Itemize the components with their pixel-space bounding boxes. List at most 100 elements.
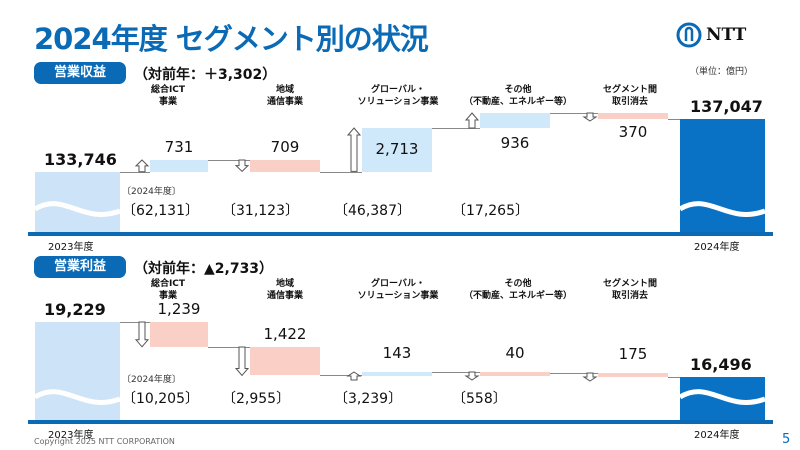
segment-name-line1: その他	[504, 279, 532, 289]
axis-break-wave	[33, 389, 121, 405]
segment-header: 地域 通信事業	[220, 84, 350, 108]
connector-line	[668, 119, 680, 121]
change-value-label: 936	[500, 134, 530, 153]
segment-note: 〔2024年度〕	[122, 187, 181, 197]
segment-header: セグメント間 取引消去	[565, 278, 695, 302]
section-title-pill: 営業収益	[34, 62, 126, 84]
arrow-down-icon	[464, 371, 480, 381]
decrease-bar	[598, 113, 668, 120]
segment-name-line1: 地域	[275, 279, 294, 289]
change-value-label: 370	[618, 123, 648, 142]
connector-line	[120, 172, 150, 173]
segment-name-line1: セグメント間	[602, 85, 657, 95]
segment-name-line1: 総合ICT	[150, 85, 186, 95]
increase-bar	[150, 160, 208, 172]
ntt-logo-icon	[676, 22, 702, 48]
axis-break-wave	[678, 201, 766, 217]
connector-line	[550, 373, 598, 375]
change-value-label: 1,422	[263, 324, 307, 343]
arrow-up-icon	[346, 127, 362, 173]
segment-header: セグメント間 取引消去	[565, 84, 695, 108]
page-number: 5	[782, 432, 791, 447]
change-value-label: 1,239	[157, 300, 201, 318]
arrow-down-icon	[234, 346, 250, 376]
segment-name-line1: 総合ICT	[150, 279, 186, 289]
connector-line	[320, 375, 362, 377]
increase-bar	[362, 128, 432, 172]
segment-name-line2: 通信事業	[266, 291, 303, 301]
change-value-label: 175	[618, 345, 648, 364]
fy2024-value: 〔46,387〕	[334, 203, 411, 219]
x-axis-line	[28, 232, 773, 236]
segment-header: 総合ICT 事業	[103, 278, 233, 302]
fy2024-value: 〔2,955〕	[222, 391, 291, 407]
decrease-bar	[598, 373, 668, 378]
segment-name-line2: 事業	[158, 291, 177, 301]
change-value-label: 731	[164, 138, 194, 157]
connector-line	[668, 376, 680, 378]
increase-bar	[362, 372, 432, 377]
ntt-logo: NTT	[676, 22, 746, 48]
arrow-up-icon	[464, 112, 480, 129]
segment-name-line2: 取引消去	[611, 291, 648, 301]
section-title-pill: 営業利益	[34, 256, 126, 278]
segment-header: その他 （不動産、エネルギー等）	[453, 84, 583, 108]
end-year-label: 2024年度	[694, 242, 740, 253]
segment-header: グローバル・ソリューション事業	[333, 84, 463, 108]
start-year-label: 2023年度	[48, 242, 94, 253]
connector-line	[320, 171, 362, 173]
x-axis-line	[28, 420, 773, 424]
arrow-down-icon	[134, 321, 150, 348]
segment-header: その他 （不動産、エネルギー等）	[453, 278, 583, 302]
connector-line	[550, 113, 598, 115]
decrease-bar	[480, 372, 550, 377]
segment-name-line2: 通信事業	[266, 97, 303, 107]
fy2024-value: 〔3,239〕	[334, 391, 403, 407]
fy2024-value: 〔31,123〕	[222, 203, 299, 219]
logo-text: NTT	[706, 25, 747, 45]
segment-name-line2: （不動産、エネルギー等）	[463, 97, 572, 107]
connector-line	[120, 322, 150, 323]
change-value-label: 143	[382, 344, 412, 363]
arrow-up-icon	[134, 159, 150, 173]
connector-line	[432, 128, 480, 130]
change-value-label: 40	[505, 344, 525, 363]
segment-name-line1: 地域	[275, 85, 294, 95]
start-value-label: 133,746	[44, 150, 117, 169]
yoy-change-label: （対前年：▲2,733）	[134, 261, 274, 277]
change-value-label: 709	[270, 138, 300, 157]
connector-line	[208, 346, 250, 348]
fy2024-value: 〔17,265〕	[452, 203, 529, 219]
copyright: Copyright 2025 NTT CORPORATION	[34, 437, 175, 446]
segment-name-line1: グローバル・	[371, 279, 425, 289]
segment-name-line1: セグメント間	[602, 279, 657, 289]
segment-header: 総合ICT 事業	[103, 84, 233, 108]
yoy-change-label: （対前年：＋3,302）	[134, 67, 277, 83]
segment-name-line2: （不動産、エネルギー等）	[463, 291, 572, 301]
decrease-bar	[250, 346, 320, 376]
segment-name-line2: ソリューション事業	[357, 97, 439, 107]
start-value-label: 19,229	[44, 300, 106, 319]
segment-name-line2: 取引消去	[611, 97, 648, 107]
axis-break-wave	[678, 389, 766, 405]
segment-header: 地域 通信事業	[220, 278, 350, 302]
arrow-down-icon	[234, 159, 250, 173]
segment-name-line2: ソリューション事業	[357, 291, 439, 301]
increase-bar	[480, 113, 550, 129]
segment-name-line2: 事業	[158, 97, 177, 107]
end-year-label: 2024年度	[694, 430, 740, 441]
fy2024-value: 〔62,131〕	[122, 203, 199, 219]
segment-header: グローバル・ソリューション事業	[333, 278, 463, 302]
page-title: 2024年度 セグメント別の状況	[34, 22, 429, 56]
arrow-down-icon	[582, 112, 598, 122]
end-value-label: 137,047	[690, 97, 763, 117]
segment-name-line1: グローバル・	[371, 85, 425, 95]
decrease-bar	[150, 322, 208, 347]
start-year-label: 2023年度	[48, 430, 94, 441]
unit-label: （単位：億円）	[690, 67, 754, 77]
fy2024-value: 〔558〕	[452, 391, 507, 407]
end-value-label: 16,496	[690, 354, 752, 374]
segment-name-line1: その他	[504, 85, 532, 95]
change-value-label: 2,713	[375, 139, 419, 158]
axis-break-wave	[33, 201, 121, 217]
